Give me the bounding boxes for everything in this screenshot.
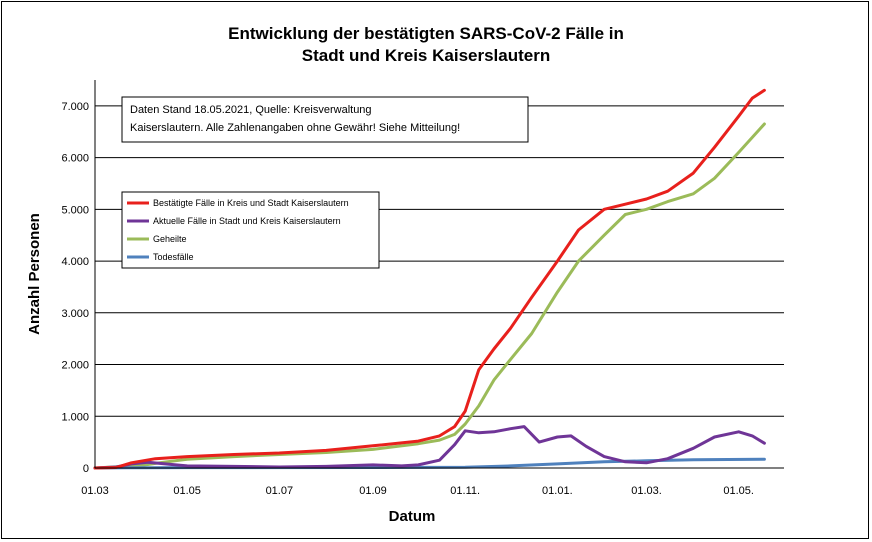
y-tick-label: 0: [83, 463, 89, 475]
series-line: [93, 425, 766, 470]
data-note-border: [121, 96, 529, 143]
legend-item-label: Aktuelle Fälle in Stadt und Kreis Kaiser…: [153, 216, 341, 226]
y-tick-label: 4.000: [61, 256, 89, 268]
x-tick-label: 01.03: [81, 485, 109, 497]
y-tick-label: 2.000: [61, 360, 89, 372]
y-tick-label: 1.000: [61, 411, 89, 423]
x-axis-title: Datum: [389, 508, 436, 525]
legend-item-label: Geheilte: [153, 234, 187, 244]
data-note-line-2: Kaiserslautern. Alle Zahlenangaben ohne …: [130, 122, 460, 134]
series-line: [93, 88, 766, 470]
y-axis-title: Anzahl Personen: [26, 213, 43, 335]
x-tick-label: 01.11.: [450, 485, 480, 497]
y-tick-label: 5.000: [61, 204, 89, 216]
y-tick-label: 3.000: [61, 308, 89, 320]
x-tick-label: 01.09: [359, 485, 387, 497]
y-tick-labels: 0 1.000 2.000 3.000 4.000 5.000 6.000 7.000: [61, 101, 89, 475]
x-tick-labels: 01.03 01.05 01.07 01.09 01.11. 01.01. 01.03. 01…: [81, 485, 754, 497]
data-note-line-1: Daten Stand 18.05.2021, Quelle: Kreisver…: [130, 104, 372, 116]
x-tick-label: 01.07: [266, 485, 294, 497]
series-line: [93, 122, 766, 470]
x-tick-label: 01.05: [173, 485, 201, 497]
y-tick-label: 7.000: [61, 101, 89, 113]
legend-item-label: Todesfälle: [153, 252, 194, 262]
x-tick-label: 01.05.: [723, 485, 754, 497]
data-note-box: Daten Stand 18.05.2021, Quelle: Kreisver…: [121, 96, 529, 143]
y-tick-label: 6.000: [61, 153, 89, 165]
chart-title-line-2: Stadt und Kreis Kaiserslautern: [302, 46, 550, 65]
x-tick-label: 01.01.: [542, 485, 573, 497]
x-tick-label: 01.03.: [631, 485, 662, 497]
legend-border: [121, 191, 380, 269]
chart-title-line-1: Entwicklung der bestätigten SARS-CoV-2 F…: [228, 24, 624, 43]
legend-item-label: Bestätigte Fälle in Kreis und Stadt Kais…: [153, 198, 349, 208]
legend: Bestätigte Fälle in Kreis und Stadt Kais…: [121, 191, 380, 269]
series-lines: [93, 88, 766, 470]
